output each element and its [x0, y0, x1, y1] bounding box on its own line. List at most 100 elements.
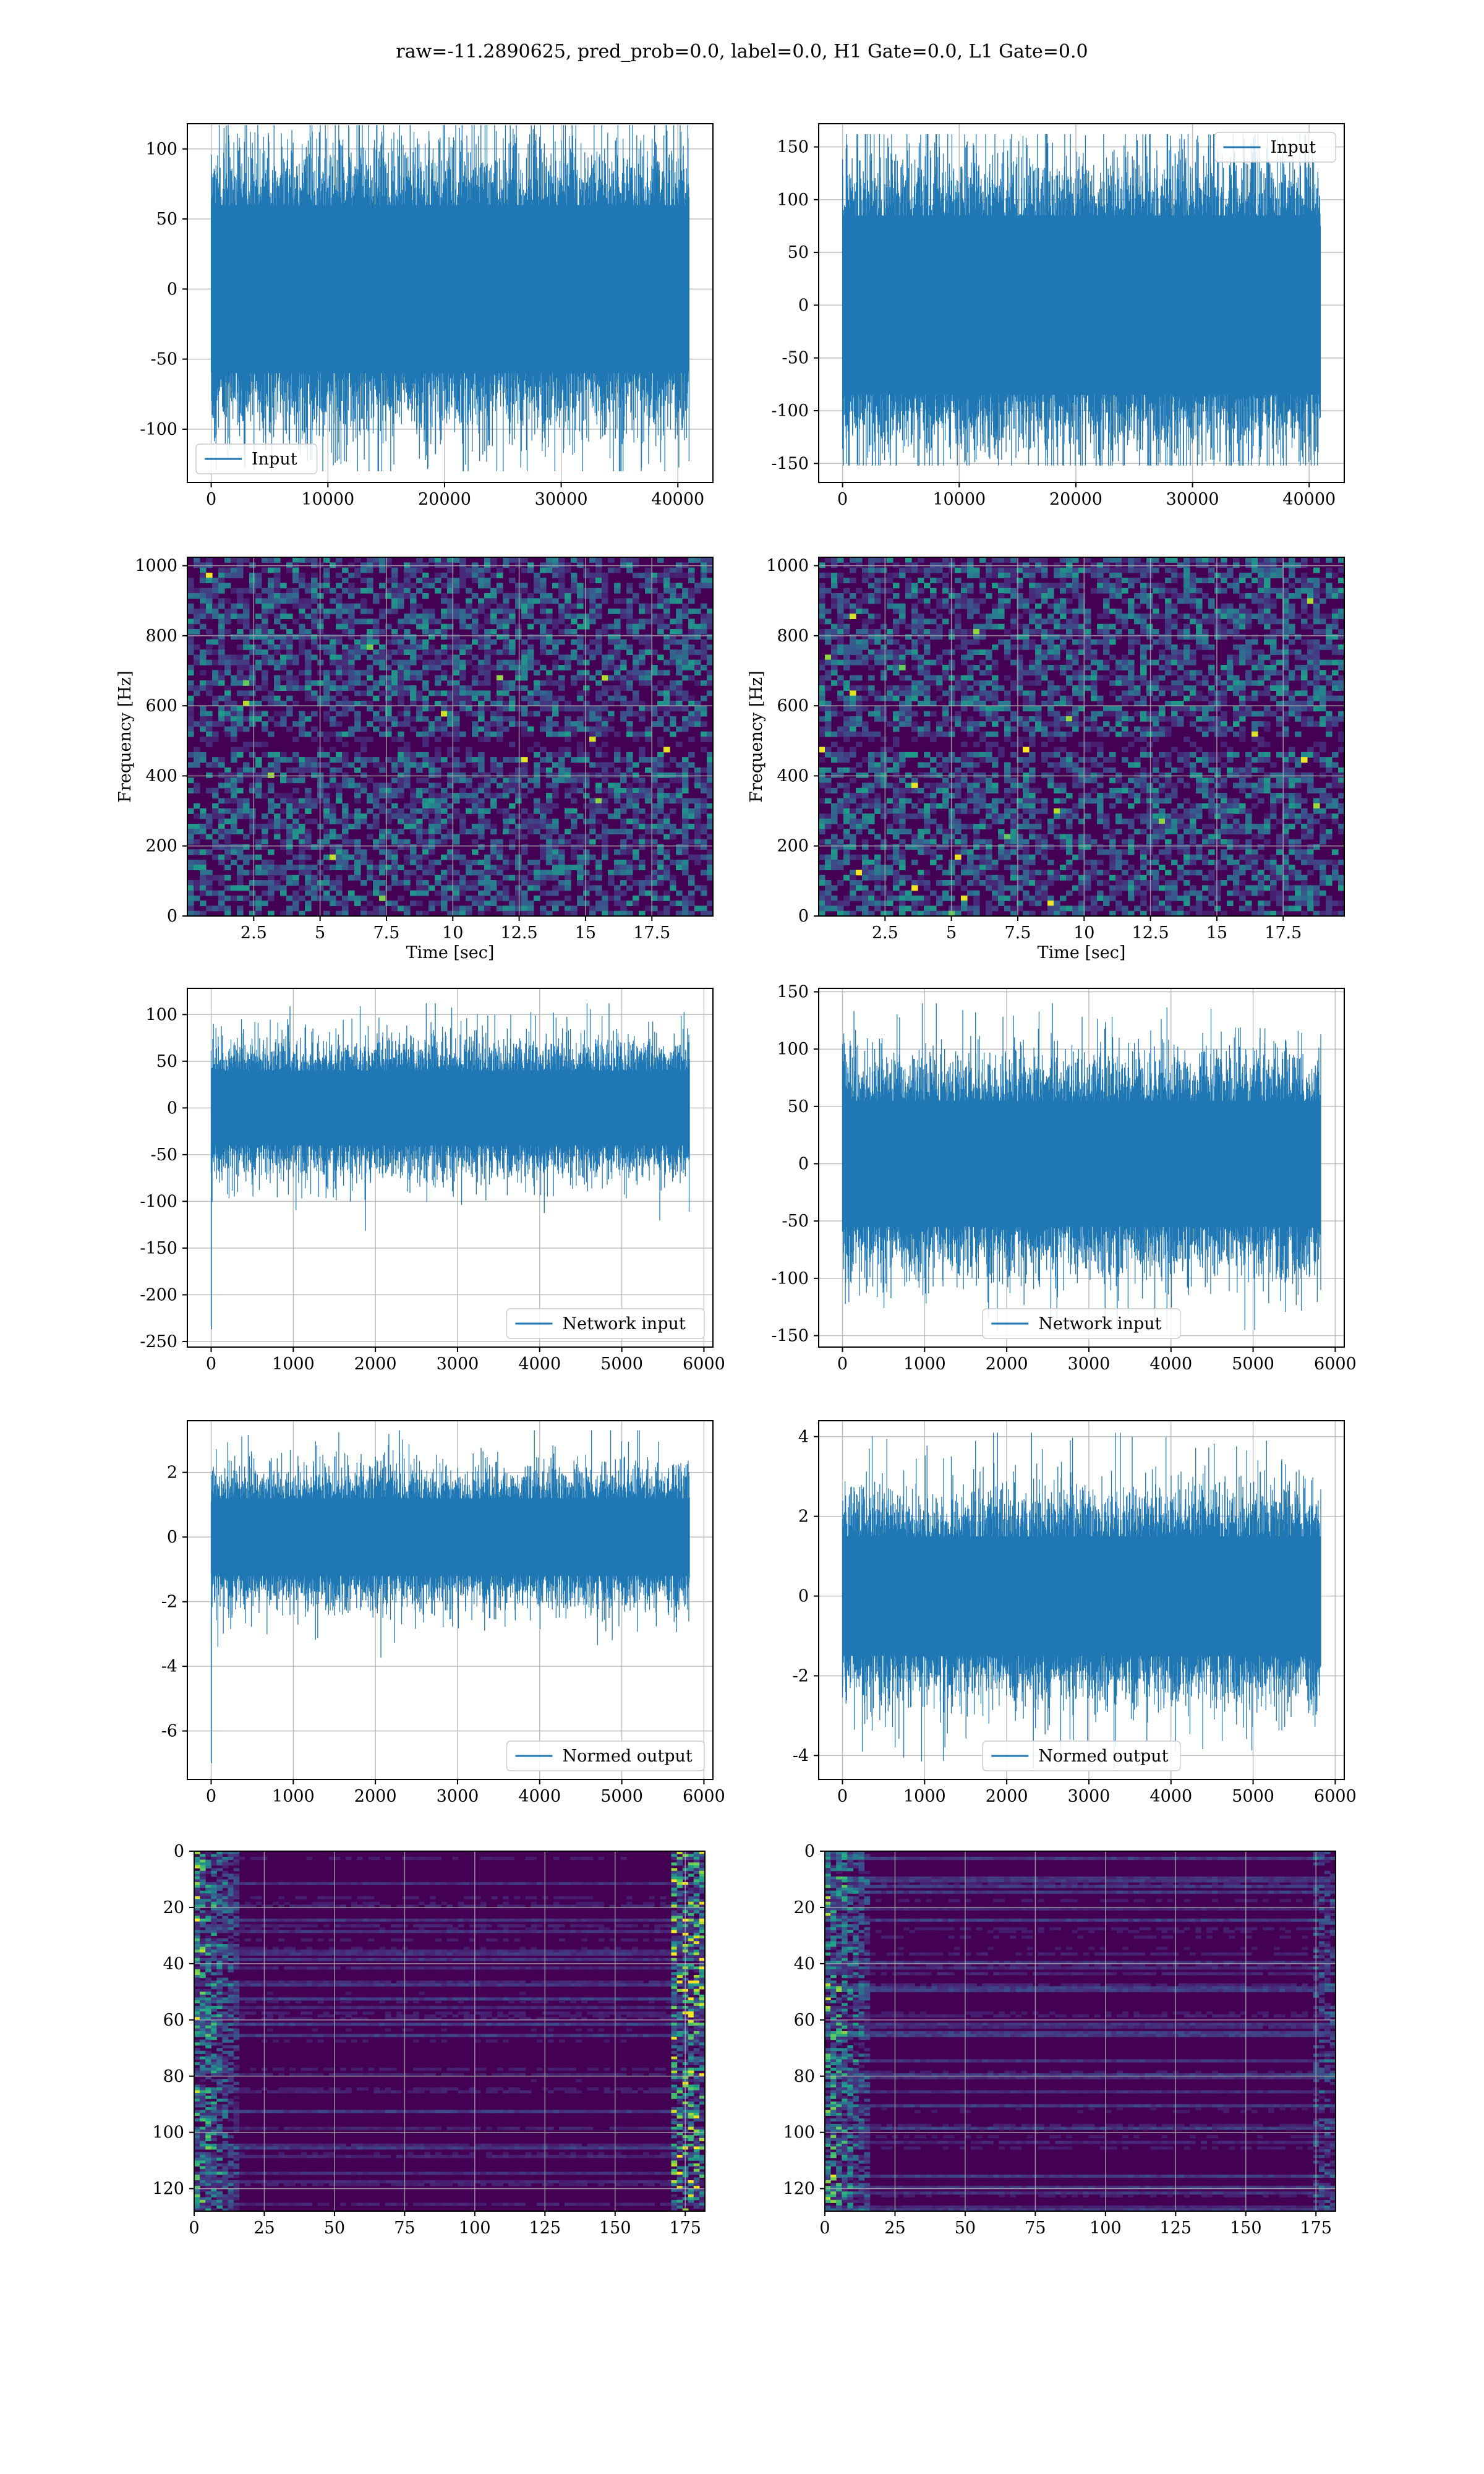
- heatmap-background: [194, 1851, 705, 2211]
- x-tick-label: 1000: [272, 1787, 315, 1806]
- axes-frame: [818, 988, 1345, 1348]
- x-tick-label: 6000: [683, 1787, 725, 1806]
- x-tick-label: 75: [394, 2219, 415, 2238]
- axes-frame: [187, 557, 714, 917]
- x-tick-label: 7.5: [373, 923, 399, 943]
- y-tick-label: 0: [167, 1528, 177, 1547]
- x-tick-label: 0: [819, 2219, 830, 2238]
- legend-label: Network input: [1038, 1314, 1161, 1333]
- y-tick-label: 1000: [766, 557, 809, 576]
- x-tick-label: 150: [599, 2219, 631, 2238]
- y-tick-label: 800: [145, 627, 177, 646]
- x-tick-label: 25: [884, 2219, 905, 2238]
- y-tick-label: -100: [140, 1192, 177, 1211]
- x-tick-label: 15: [1206, 923, 1227, 943]
- legend: Normed output: [982, 1740, 1181, 1771]
- y-tick-label: -50: [782, 349, 809, 368]
- x-tick-label: 20000: [1049, 490, 1102, 509]
- legend: Input: [1214, 132, 1336, 163]
- y-tick-label: 800: [777, 627, 809, 646]
- x-tick-label: 17.5: [1264, 923, 1302, 943]
- y-tick-label: 0: [804, 1842, 815, 1861]
- y-tick-label: 120: [152, 2180, 184, 2199]
- x-tick-label: 4000: [518, 1787, 561, 1806]
- y-axis-label: Frequency [Hz]: [116, 670, 135, 802]
- legend-box: [982, 1740, 1181, 1771]
- y-tick-label: 60: [163, 2011, 184, 2030]
- series-core-band: [211, 1498, 690, 1576]
- legend-label: Network input: [563, 1314, 686, 1333]
- x-tick-label: 10: [1073, 923, 1094, 943]
- y-tick-label: 0: [798, 296, 809, 315]
- x-tick-label: 3000: [1068, 1787, 1111, 1806]
- x-tick-label: 10000: [932, 490, 986, 509]
- x-tick-label: 50: [324, 2219, 345, 2238]
- legend: Normed output: [506, 1740, 705, 1771]
- x-tick-label: 30000: [535, 490, 588, 509]
- x-tick-label: 1000: [272, 1355, 315, 1374]
- y-tick-label: -6: [161, 1722, 177, 1741]
- x-tick-label: 150: [1230, 2219, 1262, 2238]
- y-tick-label: 100: [145, 140, 177, 159]
- y-tick-label: 2: [167, 1463, 177, 1483]
- legend: Input: [195, 443, 318, 474]
- y-tick-label: 40: [163, 1954, 184, 1974]
- y-tick-label: -150: [771, 454, 809, 473]
- subplot-l1-feature-map: 0 25 50 75 100 125 150 175 0 20 40 60 80 100 120: [783, 1842, 1336, 2238]
- x-tick-label: 2000: [354, 1355, 397, 1374]
- x-tick-label: 3000: [437, 1355, 479, 1374]
- y-tick-label: 60: [794, 2011, 815, 2030]
- x-tick-label: 4000: [518, 1355, 561, 1374]
- x-tick-label: 2.5: [241, 923, 267, 943]
- y-tick-label: 50: [788, 1097, 809, 1116]
- x-tick-label: 4000: [1149, 1787, 1192, 1806]
- subplot-h1-spectrogram: 2.5 5 7.5 10 12.5 15 17.5 0 200 400 600 800 1000 Time…: [116, 557, 714, 962]
- y-tick-label: -2: [161, 1593, 177, 1612]
- legend-box: [1214, 132, 1336, 163]
- axes-frame: [824, 1851, 1336, 2212]
- y-tick-label: -100: [140, 420, 177, 439]
- y-tick-label: -150: [771, 1326, 809, 1345]
- x-tick-label: 0: [189, 2219, 199, 2238]
- y-tick-label: 0: [167, 907, 177, 926]
- subplot-h1-normed-output: 0 1000 2000 3000 4000 5000 6000 -6 -4 -2 0 2 Normed …: [161, 1420, 725, 1806]
- x-tick-label: 125: [1160, 2219, 1192, 2238]
- legend-label: Input: [252, 450, 297, 469]
- x-tick-label: 10: [442, 923, 463, 943]
- x-tick-label: 5000: [600, 1787, 643, 1806]
- x-tick-label: 12.5: [1132, 923, 1169, 943]
- figure-title: raw=-11.2890625, pred_prob=0.0, label=0.…: [396, 41, 1088, 62]
- y-tick-label: 100: [783, 2123, 815, 2142]
- series-core-band: [211, 205, 689, 374]
- axes-frame: [818, 123, 1345, 483]
- y-tick-label: 200: [145, 837, 177, 856]
- x-tick-label: 6000: [1314, 1355, 1357, 1374]
- axes-frame: [187, 1420, 714, 1780]
- subplot-h1-input: 0 10000 20000 30000 40000 -100 -50 0 50 100 Input: [140, 123, 714, 509]
- heatmap-cells: [187, 557, 714, 917]
- axes-frame: [187, 988, 714, 1348]
- y-tick-label: 80: [163, 2067, 184, 2086]
- y-tick-label: 50: [156, 210, 177, 229]
- y-tick-label: 40: [794, 1954, 815, 1974]
- x-tick-label: 20000: [418, 490, 471, 509]
- subplot-l1-normed-output: 0 1000 2000 3000 4000 5000 6000 -4 -2 0 2 4 Normed o…: [793, 1420, 1357, 1806]
- x-tick-label: 3000: [437, 1787, 479, 1806]
- y-tick-label: -4: [161, 1657, 177, 1676]
- x-tick-label: 0: [206, 1355, 216, 1374]
- x-tick-label: 0: [837, 1787, 848, 1806]
- y-tick-label: 2: [798, 1507, 809, 1526]
- y-tick-label: 0: [798, 1587, 809, 1606]
- y-tick-label: 4: [798, 1427, 809, 1447]
- legend-box: [982, 1308, 1181, 1339]
- x-tick-label: 0: [837, 490, 848, 509]
- x-tick-label: 12.5: [501, 923, 538, 943]
- y-tick-label: 150: [777, 138, 809, 157]
- x-tick-label: 6000: [683, 1355, 725, 1374]
- y-tick-label: 20: [794, 1898, 815, 1917]
- x-tick-label: 2.5: [872, 923, 898, 943]
- x-tick-label: 100: [459, 2219, 491, 2238]
- x-tick-label: 75: [1025, 2219, 1046, 2238]
- x-tick-label: 175: [1300, 2219, 1332, 2238]
